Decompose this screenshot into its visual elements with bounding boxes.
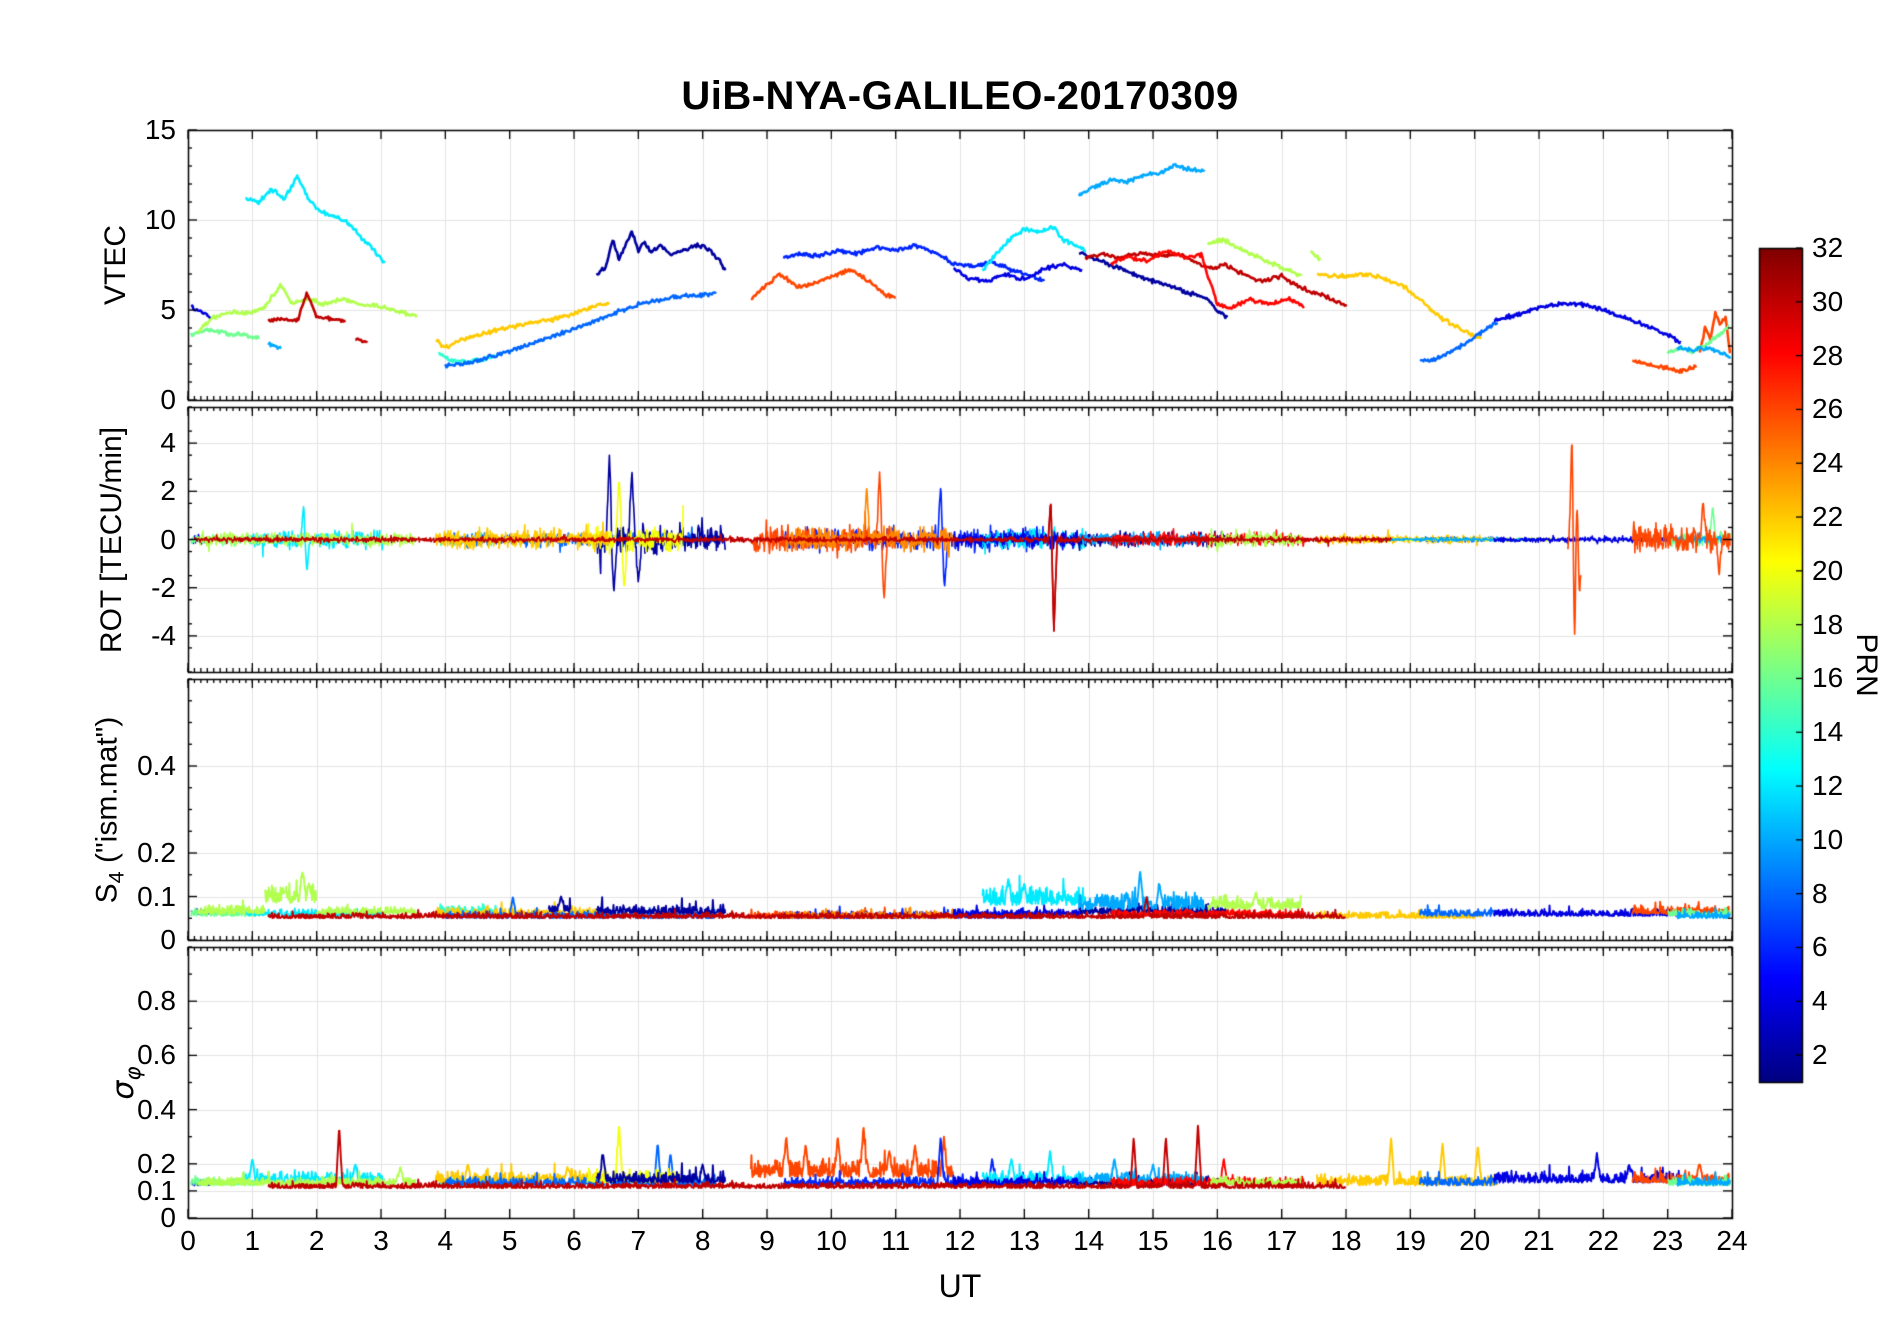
xlabel-ut: UT (938, 1268, 982, 1304)
x-tick-label: 18 (1330, 1225, 1362, 1256)
x-tick-label: 5 (501, 1225, 518, 1256)
x-tick-label: 23 (1652, 1225, 1684, 1256)
colorbar-tick-label: 6 (1812, 931, 1828, 963)
x-tick-label: 19 (1394, 1225, 1426, 1256)
y-tick-label: 0.4 (137, 1093, 176, 1125)
ylabel-s4: S4 ("ism.mat") (91, 717, 130, 904)
x-tick-label: 14 (1073, 1225, 1105, 1256)
y-tick-label: 0.4 (137, 750, 176, 781)
y-tick-label: 0.1 (137, 1174, 176, 1206)
colorbar-tick-label: 2 (1812, 1039, 1828, 1071)
y-tick-label: -4 (151, 619, 176, 651)
y-tick-label: 15 (144, 114, 176, 145)
colorbar-tick-label: 28 (1812, 339, 1844, 371)
y-tick-label: 0.8 (137, 985, 176, 1017)
chart-title: UiB-NYA-GALILEO-20170309 (681, 74, 1239, 118)
x-tick-label: 12 (944, 1225, 976, 1256)
x-tick-label: 7 (630, 1225, 647, 1256)
x-tick-label: 15 (1137, 1225, 1169, 1256)
colorbar-tick-label: 32 (1812, 232, 1844, 263)
colorbar-tick-label: 14 (1812, 716, 1844, 748)
x-tick-label: 10 (815, 1225, 847, 1256)
colorbar-tick-label: 30 (1812, 285, 1844, 317)
colorbar-tick-label: 12 (1812, 770, 1844, 802)
ylabel-vtec: VTEC (99, 224, 132, 306)
x-tick-label: 1 (244, 1225, 261, 1256)
y-tick-label: 0 (160, 523, 176, 555)
x-tick-label: 6 (566, 1225, 582, 1256)
x-tick-label: 22 (1587, 1225, 1619, 1256)
colorbar-tick-label: 24 (1812, 447, 1844, 479)
y-tick-label: 0.2 (137, 837, 176, 868)
x-tick-label: 11 (881, 1225, 911, 1256)
y-tick-label: 5 (160, 294, 176, 325)
x-tick-label: 21 (1523, 1225, 1555, 1256)
y-tick-label: 0 (160, 1202, 176, 1233)
y-tick-label: 2 (160, 475, 176, 507)
y-tick-label: 4 (160, 427, 176, 459)
y-tick-label: 0 (160, 384, 176, 415)
colorbar-tick-label: 22 (1812, 501, 1844, 533)
x-tick-label: 13 (1008, 1225, 1040, 1256)
x-tick-label: 20 (1459, 1225, 1491, 1256)
y-tick-label: 0.2 (137, 1147, 176, 1179)
colorbar-tick-label: 4 (1812, 985, 1828, 1017)
colorbar-tick-label: 16 (1812, 662, 1844, 694)
colorbar-tick-label: 20 (1812, 554, 1844, 586)
colorbar-tick-label: 8 (1812, 877, 1828, 909)
x-tick-label: 4 (437, 1225, 454, 1256)
x-tick-label: 24 (1716, 1225, 1748, 1256)
x-tick-label: 0 (180, 1225, 196, 1256)
y-tick-label: -2 (151, 571, 176, 603)
y-tick-label: 10 (144, 204, 176, 235)
x-tick-label: 9 (759, 1225, 775, 1256)
x-tick-label: 3 (373, 1225, 389, 1256)
colorbar-tick-label: 18 (1812, 608, 1844, 640)
colorbar-tick-label: 26 (1812, 393, 1844, 425)
x-tick-label: 8 (694, 1225, 711, 1256)
colorbar-tick-label: 10 (1812, 823, 1844, 855)
y-tick-label: 0 (160, 924, 176, 955)
colorbar-label-prn: PRN (1850, 633, 1883, 697)
x-tick-label: 2 (308, 1225, 325, 1256)
y-tick-label: 0.1 (137, 880, 176, 912)
x-tick-label: 16 (1201, 1225, 1233, 1256)
y-tick-label: 0.6 (137, 1039, 176, 1071)
x-tick-label: 17 (1266, 1225, 1298, 1256)
